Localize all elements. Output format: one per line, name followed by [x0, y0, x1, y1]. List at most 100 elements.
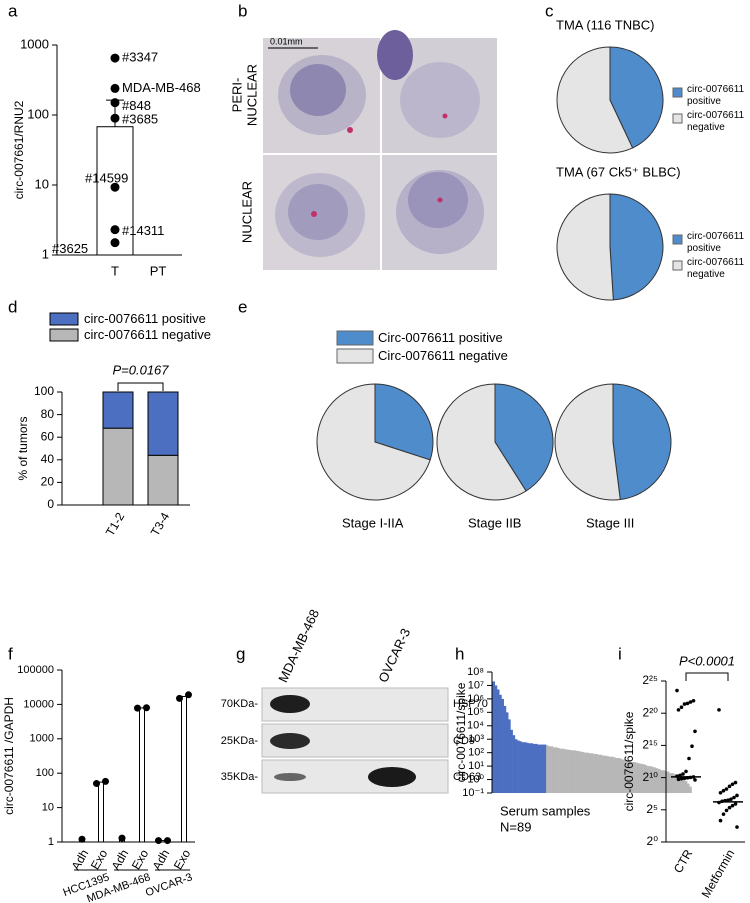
pie-slice — [316, 383, 431, 501]
bar-segment — [102, 427, 134, 506]
bar — [510, 729, 513, 793]
data-point — [110, 238, 120, 248]
data-point — [690, 744, 694, 749]
legend-label: circ-0076611 negative — [687, 257, 745, 280]
bar — [537, 744, 540, 793]
bar — [617, 758, 621, 793]
bar — [532, 743, 536, 793]
legend-swatch — [336, 330, 374, 346]
panel-label: d — [8, 297, 17, 316]
point-label: #3347 — [122, 50, 158, 65]
bar — [637, 763, 641, 793]
y-tick-label: 2⁰ — [647, 834, 659, 848]
data-point — [733, 802, 738, 806]
bar — [657, 769, 661, 793]
pie-slice — [612, 383, 672, 501]
bar — [505, 712, 509, 793]
bar — [622, 759, 625, 793]
bar — [649, 766, 652, 793]
bar — [550, 746, 554, 793]
point-label: #3685 — [122, 112, 158, 127]
y-tick-label: 20 — [41, 475, 55, 489]
x-tick-label: Adh — [150, 847, 173, 872]
y-axis-label: circ-0076611 /GAPDH — [2, 697, 16, 815]
bar — [570, 750, 574, 793]
bar — [626, 760, 630, 793]
y-tick-label: 10000 — [23, 698, 54, 710]
data-point — [681, 772, 685, 776]
bar — [628, 760, 632, 793]
y-tick-label: 60 — [41, 429, 55, 443]
protein-label: HSP70 — [453, 698, 488, 710]
point-label: #14599 — [85, 171, 128, 186]
bar — [492, 681, 496, 793]
bar-segment — [147, 454, 179, 506]
x-tick-label: T — [111, 263, 119, 278]
bar — [689, 786, 692, 793]
pie-title: TMA (116 TNBC) — [556, 17, 654, 32]
legend-swatch — [672, 260, 683, 271]
data-point — [78, 835, 86, 843]
bar — [541, 744, 545, 793]
data-point — [110, 53, 120, 63]
bar — [662, 770, 665, 793]
data-point — [682, 702, 687, 706]
y-tick-label: 1000 — [30, 733, 54, 745]
bar — [608, 756, 612, 793]
y-tick-label: 2²⁵ — [642, 673, 658, 687]
micrographs — [263, 30, 497, 270]
bar — [671, 773, 674, 793]
y-axis-label: circ-007661/RNU2 — [12, 100, 26, 199]
x-tick-label: Metformin — [699, 847, 738, 900]
bar — [539, 744, 542, 793]
point-label: #848 — [122, 98, 151, 113]
y-tick-label: 100000 — [17, 664, 54, 676]
data-point — [726, 798, 730, 802]
y-tick-label: 100 — [36, 767, 54, 779]
data-point — [102, 777, 109, 785]
bar — [666, 771, 670, 793]
legend-label: circ-0076611 positive — [84, 311, 206, 326]
y-tick-label: 1 — [48, 836, 54, 848]
legend-swatch — [672, 87, 683, 98]
bar — [530, 743, 534, 793]
data-point — [721, 812, 726, 816]
pie-slice — [556, 193, 614, 301]
y-tick-label: 40 — [41, 452, 55, 466]
data-point — [679, 705, 684, 710]
bar — [644, 765, 648, 793]
note: N=89 — [500, 819, 531, 834]
bar — [640, 763, 643, 793]
annotation: P=0.0167 — [112, 362, 169, 377]
pie-slice — [609, 46, 664, 149]
pie-title: Stage III — [586, 515, 634, 530]
data-point — [675, 688, 679, 693]
y-axis-label: circ-0076611/spike — [454, 682, 468, 782]
data-point — [730, 803, 735, 808]
data-point — [676, 777, 681, 782]
data-point — [110, 113, 120, 123]
size-label: 70KDa- — [221, 698, 259, 710]
data-point — [735, 825, 739, 829]
bar — [519, 741, 522, 793]
bar — [651, 766, 654, 793]
bar — [590, 753, 594, 793]
pie-slice — [556, 46, 634, 154]
legend-label: circ-0076611 negative — [84, 327, 211, 342]
bar — [588, 753, 592, 793]
bar — [599, 754, 603, 793]
bar — [543, 744, 547, 793]
y-tick-label: 10⁷ — [468, 679, 484, 691]
panel-label: f — [8, 644, 13, 663]
column-label: OVCAR-3 — [375, 626, 413, 685]
annotation: P<0.0001 — [679, 653, 735, 668]
bar — [534, 743, 538, 793]
bar — [660, 770, 663, 793]
data-point — [118, 834, 126, 842]
bar — [575, 750, 578, 793]
data-point — [143, 704, 150, 712]
data-point — [732, 795, 736, 800]
bar — [642, 764, 645, 793]
x-tick-label: PT — [150, 263, 167, 278]
